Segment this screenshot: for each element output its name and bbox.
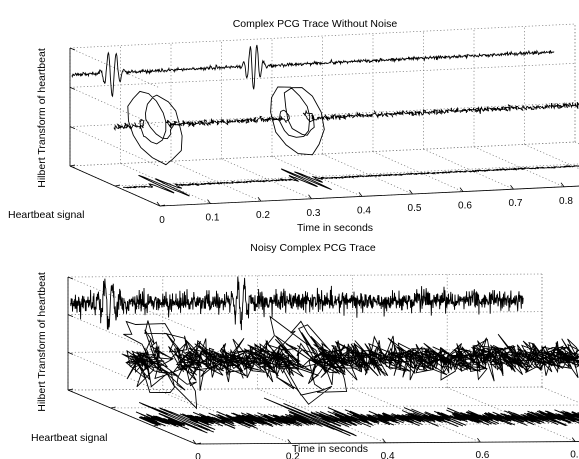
grid-line	[162, 389, 291, 444]
chart-panel-bottom: Noisy Complex PCG Trace Hilbert Transfor…	[31, 242, 579, 459]
x-tick-label: 0.4	[381, 451, 395, 459]
x-tick-label: 0.3	[307, 208, 321, 219]
grid-line	[271, 156, 363, 197]
grid-line	[120, 163, 211, 204]
grid-line	[69, 47, 161, 89]
traces	[70, 276, 579, 437]
z-axis-label: Hilbert Transform of heartbeat	[36, 48, 48, 188]
x-tick-label: 0.5	[408, 203, 422, 214]
grid-line	[69, 126, 161, 167]
z-tick-mark	[67, 389, 74, 393]
x-tick-mark	[571, 437, 576, 442]
grid-line	[67, 311, 543, 316]
x-tick-label: 0.8	[570, 450, 579, 459]
x-tick-label: 0.2	[256, 210, 270, 221]
x-axis-line	[195, 441, 579, 445]
x-tick-mark	[257, 196, 262, 202]
y-axis-label: Heartbeat signal	[31, 432, 107, 444]
x-tick-label: 0.2	[286, 451, 300, 459]
grid-line	[447, 387, 576, 442]
x-tick-label: 0.6	[475, 450, 489, 459]
y-tick-mark	[195, 442, 202, 445]
grid-line	[69, 87, 161, 128]
x-tick-mark	[156, 201, 161, 207]
x-tick-label: 0	[159, 215, 165, 226]
grid-line	[114, 163, 579, 187]
x-tick-labels: 00.10.20.30.40.50.60.70.80.91	[159, 196, 573, 226]
grid-line	[574, 141, 579, 145]
y-tick-mark	[159, 204, 166, 207]
x-tick-mark	[192, 439, 197, 445]
y-axis-label: Heartbeat signal	[8, 209, 84, 221]
y-tick-mark	[69, 164, 76, 167]
z-tick-mark	[69, 47, 76, 51]
z-tick-mark	[69, 165, 76, 169]
axes-frame	[67, 276, 579, 445]
x-tick-mark	[560, 182, 565, 188]
grid-line	[67, 352, 197, 407]
hilbert-projection-line	[70, 276, 524, 331]
chart-title: Noisy Complex PCG Trace	[250, 242, 376, 254]
traces	[71, 44, 579, 197]
signal-projection-line	[135, 397, 579, 437]
grid-line	[257, 388, 386, 444]
z-tick-mark	[69, 86, 76, 90]
grid-line	[67, 386, 543, 391]
grid-line	[153, 422, 579, 427]
grid-line	[69, 23, 576, 49]
grid-line	[473, 146, 565, 188]
grid-line	[170, 160, 262, 202]
grid-line	[67, 386, 543, 391]
x-tick-labels: 00.20.40.60.81	[195, 450, 579, 459]
x-tick-label: 0.8	[559, 196, 573, 207]
x-axis-label: Time in seconds	[292, 443, 368, 455]
hilbert-projection-line	[71, 44, 555, 98]
x-tick-mark	[382, 438, 386, 444]
grid-line	[110, 404, 579, 409]
y-tick-mark	[110, 406, 116, 409]
y-tick-mark	[114, 184, 121, 187]
chart-title: Complex PCG Trace Without Noise	[233, 18, 398, 30]
z-tick-mark	[67, 314, 74, 318]
grid-line	[67, 314, 197, 369]
chart-panel-top: Complex PCG Trace Without Noise Hilbert …	[8, 18, 579, 234]
x-tick-mark	[510, 184, 514, 190]
z-axis-label: Hilbert Transform of heartbeat	[36, 272, 48, 412]
x-tick-label: 0.1	[206, 213, 220, 224]
x-tick-label: 0.6	[458, 201, 472, 212]
grid-line	[372, 151, 464, 192]
complex-trace-line	[121, 315, 579, 410]
x-tick-mark	[287, 439, 292, 444]
grid-line	[322, 153, 413, 195]
z-tick-mark	[69, 126, 76, 130]
grid-line	[352, 387, 481, 443]
z-tick-mark	[67, 276, 74, 280]
y-axis-line	[67, 389, 197, 445]
x-tick-label: 0.7	[509, 198, 523, 209]
grid-line	[67, 273, 543, 278]
grid-line	[67, 276, 197, 332]
grid-line	[221, 158, 312, 200]
x-axis-label: Time in seconds	[297, 222, 373, 234]
grid-line	[69, 141, 576, 167]
x-tick-mark	[459, 187, 464, 192]
y-tick-mark	[67, 388, 74, 391]
x-tick-mark	[358, 192, 363, 197]
x-tick-label: 0	[195, 452, 201, 459]
signal-projection-line	[122, 165, 579, 197]
x-tick-mark	[308, 194, 312, 200]
axes-frame	[69, 47, 579, 207]
complex-trace-line	[113, 86, 579, 166]
z-tick-mark	[67, 351, 74, 355]
grid-line	[69, 62, 576, 88]
grid-line	[423, 148, 514, 190]
grid-line	[69, 102, 576, 128]
x-tick-mark	[409, 189, 413, 195]
x-tick-mark	[477, 437, 481, 443]
x-tick-mark	[207, 199, 211, 204]
x-tick-label: 0.4	[357, 205, 371, 216]
